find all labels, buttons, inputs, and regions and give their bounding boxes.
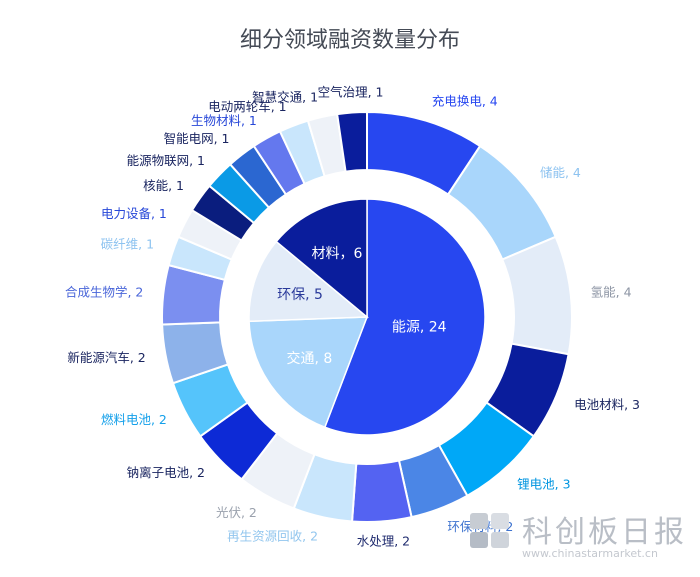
outer-slice-label: 氢能, 4 (591, 284, 632, 299)
outer-slice-label: 电池材料, 3 (574, 397, 640, 412)
outer-slice-label: 智能电网, 1 (164, 131, 230, 146)
outer-slice (336, 110, 368, 173)
outer-slice-label: 智慧交通, 1 (252, 89, 318, 104)
outer-slice-label: 储能, 4 (540, 165, 581, 180)
inner-slice (275, 198, 368, 319)
inner-slice-label: 交通, 8 (287, 350, 333, 367)
watermark-name: 科创板日报 (522, 515, 687, 550)
watermark: 科创板日报 www.chinastarmarket.cn (470, 505, 695, 571)
outer-slice-label: 合成生物学, 2 (65, 284, 143, 299)
outer-slice-label: 再生资源回收, 2 (227, 529, 318, 544)
outer-slice-label: 新能源汽车, 2 (67, 350, 145, 365)
logo-square (491, 532, 509, 548)
outer-slice-label: 燃料电池, 2 (101, 412, 167, 427)
inner-labels: 能源, 24 交通, 8 环保, 5 材料，6 (277, 246, 447, 367)
outer-slice-label: 光伏, 2 (216, 505, 257, 520)
logo-square (491, 513, 509, 529)
inner-slice (248, 316, 369, 429)
outer-slice-label: 能源物联网, 1 (127, 153, 205, 168)
outer-slice-label: 碳纤维, 1 (101, 236, 154, 251)
outer-slice-label: 电力设备, 1 (101, 206, 167, 221)
outer-ring (161, 110, 573, 523)
inner-slice-label: 能源, 24 (392, 320, 447, 336)
logo-square (470, 532, 488, 548)
outer-slice-label: 生物材料, 1 (191, 113, 257, 128)
outer-slice-label: 钠离子电池, 2 (127, 465, 205, 480)
logo-square (470, 513, 488, 529)
inner-slice-label: 材料，6 (311, 246, 362, 262)
outer-slice-label: 核能, 1 (143, 178, 184, 193)
watermark-logo-icon (470, 513, 510, 549)
inner-slice (323, 198, 486, 436)
outer-slice-label: 锂电池, 3 (517, 477, 570, 492)
outer-slice-label: 空气治理, 1 (318, 85, 384, 100)
outer-slice-label: 水处理, 2 (357, 533, 410, 548)
inner-slice (248, 240, 369, 323)
chart-title: 细分领域融资数量分布 (239, 28, 460, 53)
inner-pie (248, 198, 486, 436)
outer-slice-label: 充电换电, 4 (432, 94, 498, 109)
outer-slice-label: 电动两轮车, 1 (208, 99, 286, 114)
outer-slice (500, 235, 573, 356)
watermark-url: www.chinastarmarket.cn (522, 547, 658, 560)
inner-slice-label: 环保, 5 (277, 287, 323, 303)
